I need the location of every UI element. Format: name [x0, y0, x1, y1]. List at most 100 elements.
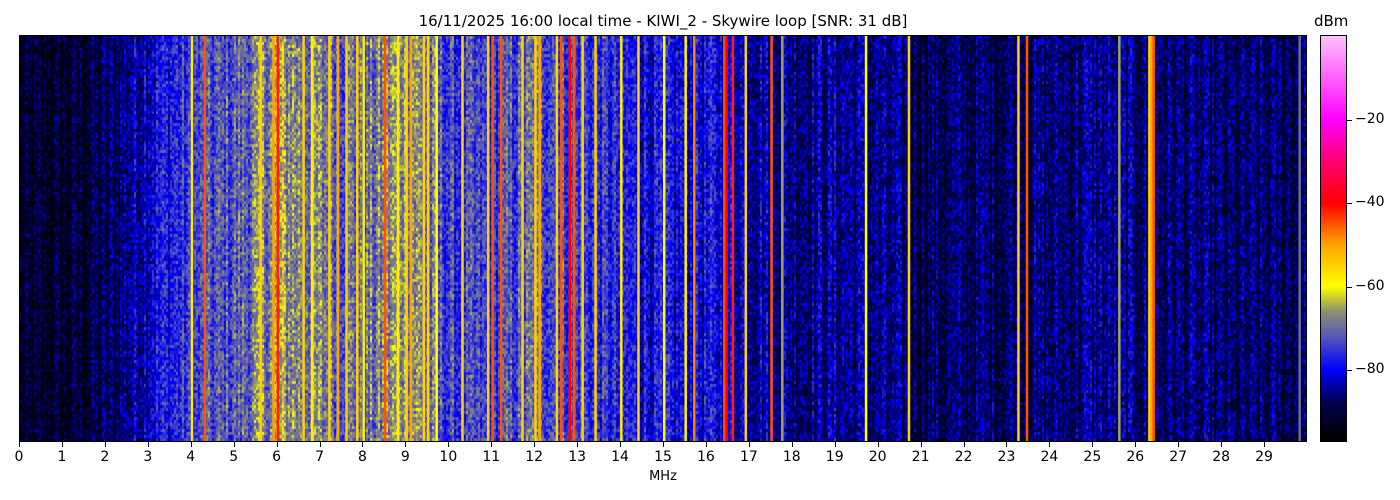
signal-line: [272, 36, 275, 441]
x-tick-mark: [190, 442, 192, 447]
signal-line: [1017, 36, 1020, 441]
signal-line: [907, 36, 911, 441]
signal-line: [310, 36, 314, 441]
x-tick-mark: [362, 442, 364, 447]
x-tick-label: 28: [1212, 449, 1231, 465]
colorbar-tick-mark: [1347, 370, 1352, 372]
signal-line: [1152, 36, 1155, 441]
x-tick-label: 15: [654, 449, 672, 465]
signal-line: [461, 36, 464, 441]
colorbar-tick-mark: [1347, 203, 1352, 204]
x-tick-label: 19: [825, 449, 844, 465]
signal-line: [572, 36, 576, 441]
signal-line: [1150, 36, 1153, 441]
signal-line: [731, 36, 735, 441]
x-tick-mark: [577, 442, 579, 447]
signal-line: [770, 36, 773, 441]
signal-line: [491, 36, 494, 441]
x-tick-label: 29: [1255, 449, 1273, 465]
signal-line: [534, 36, 537, 441]
x-tick-label: 24: [1040, 449, 1059, 465]
signal-line: [1118, 36, 1121, 441]
x-tick-label: 26: [1126, 449, 1145, 465]
signal-line: [693, 36, 696, 441]
signal-line: [302, 36, 305, 441]
x-tick-mark: [834, 442, 836, 447]
x-tick-mark: [147, 442, 149, 447]
signal-line: [581, 36, 584, 441]
colorbar-tick-mark: [1347, 119, 1352, 121]
signal-line: [422, 36, 426, 441]
signal-line: [405, 36, 408, 441]
signal-line: [383, 36, 387, 441]
x-tick-mark: [1135, 442, 1137, 447]
signal-line: [276, 36, 280, 441]
signal-line: [396, 36, 400, 441]
signal-layer: [190, 36, 1301, 441]
x-tick-label: 16: [697, 449, 715, 465]
signal-line: [559, 36, 563, 441]
signal-line: [637, 36, 640, 441]
signal-line: [486, 36, 490, 441]
signal-line: [594, 36, 597, 441]
x-tick-label: 8: [357, 449, 367, 465]
x-tick-mark: [276, 442, 278, 447]
signal-line: [663, 36, 666, 441]
x-tick-label: 13: [568, 449, 587, 465]
x-tick-mark: [920, 442, 922, 447]
x-tick-label: 6: [272, 449, 282, 465]
x-tick-mark: [1049, 442, 1051, 447]
x-tick-mark: [663, 442, 664, 447]
x-tick-label: 3: [143, 449, 153, 465]
x-tick-mark: [104, 442, 106, 447]
signal-line: [435, 36, 438, 441]
x-tick-mark: [620, 442, 622, 447]
x-tick-mark: [61, 442, 63, 447]
x-tick-mark: [1221, 442, 1223, 447]
colorbar-label: dBm: [1314, 12, 1349, 30]
x-tick-label: 12: [525, 449, 544, 465]
x-tick-mark: [319, 442, 321, 447]
signal-line: [426, 36, 430, 441]
x-tick-label: 2: [100, 449, 110, 465]
x-tick-mark: [1178, 442, 1180, 447]
signal-line: [620, 36, 623, 441]
x-tick-mark: [233, 442, 235, 447]
signal-line: [538, 36, 541, 441]
signal-line: [356, 36, 359, 441]
x-tick-label: 5: [229, 449, 239, 465]
x-tick-label: 17: [739, 449, 758, 465]
x-tick-mark: [877, 442, 879, 447]
x-tick-label: 14: [611, 449, 629, 465]
x-tick-mark: [19, 442, 20, 447]
signal-line: [190, 36, 194, 441]
x-tick-mark: [405, 442, 407, 447]
colorbar: [1320, 35, 1347, 442]
signal-line: [568, 36, 572, 441]
x-tick-label: 23: [997, 449, 1016, 465]
signal-line: [521, 36, 524, 441]
x-tick-label: 27: [1169, 449, 1188, 465]
x-axis-label: MHz: [649, 469, 677, 484]
x-tick-mark: [448, 442, 450, 447]
signal-line: [1298, 36, 1301, 441]
signal-line: [555, 36, 559, 441]
x-tick-label: 0: [14, 449, 24, 465]
x-tick-label: 18: [782, 449, 801, 465]
signal-line: [725, 36, 728, 441]
signal-line: [499, 36, 503, 441]
signal-line: [781, 36, 784, 441]
signal-line: [744, 36, 748, 441]
x-tick-label: 4: [186, 449, 196, 465]
x-tick-label: 20: [868, 449, 887, 465]
x-tick-mark: [705, 442, 707, 447]
x-tick-label: 10: [439, 449, 458, 465]
x-tick-mark: [1092, 442, 1094, 447]
x-tick-label: 25: [1083, 449, 1102, 465]
signal-line: [684, 36, 687, 441]
x-tick-label: 11: [482, 449, 501, 465]
x-tick-mark: [963, 442, 965, 447]
signal-line: [259, 36, 262, 441]
x-tick-label: 22: [954, 449, 973, 465]
colorbar-tick-mark: [1347, 286, 1352, 288]
